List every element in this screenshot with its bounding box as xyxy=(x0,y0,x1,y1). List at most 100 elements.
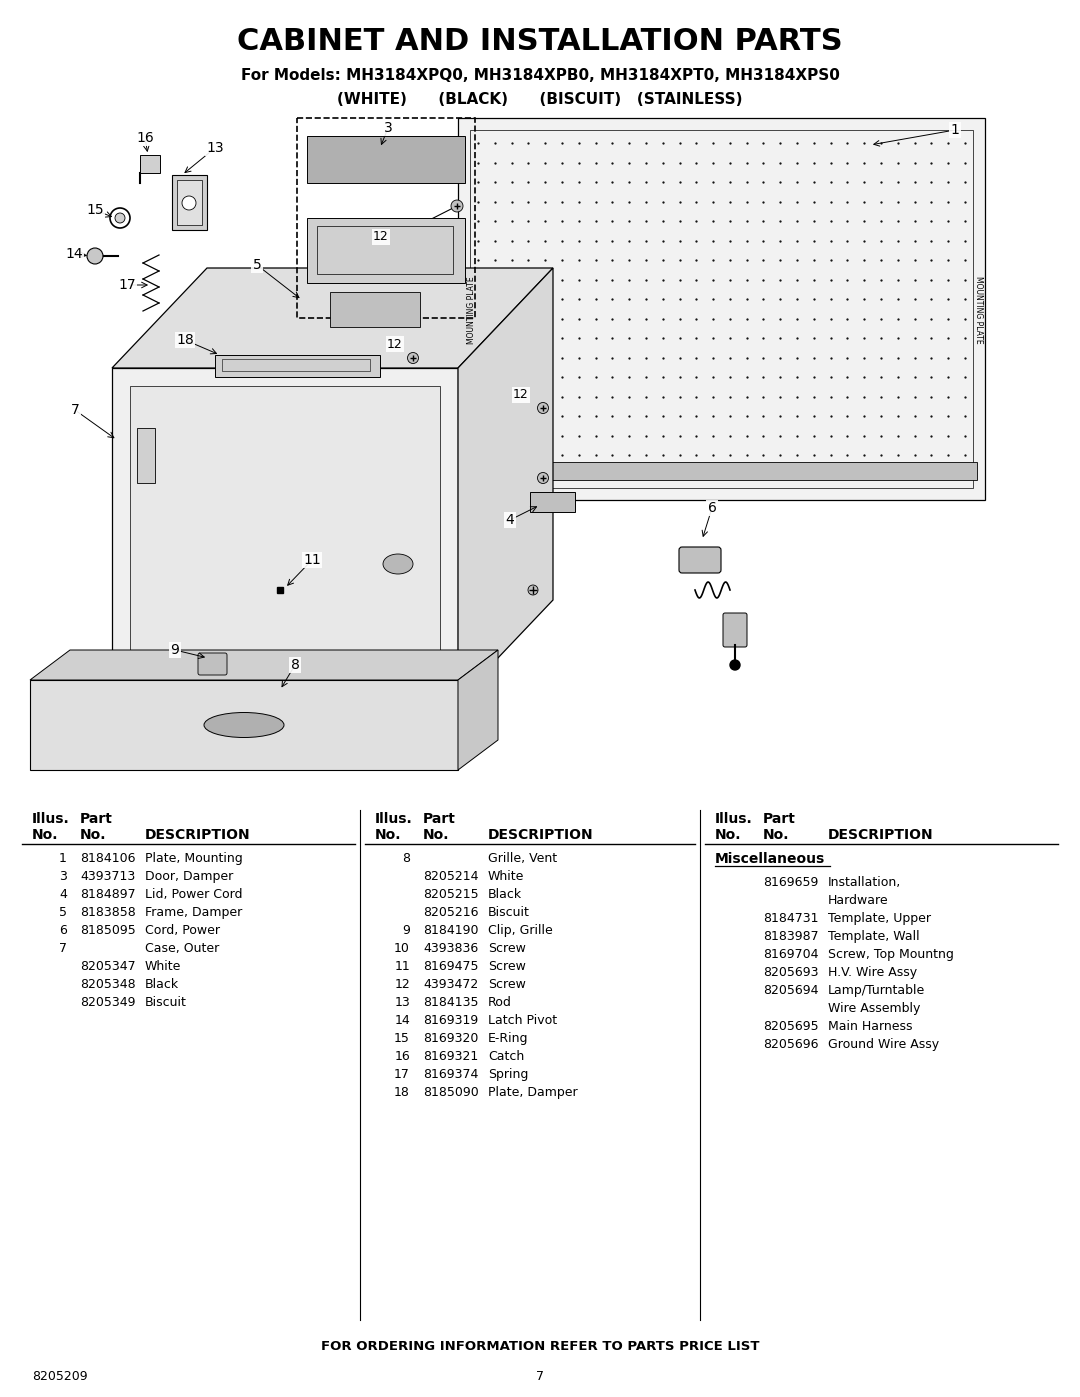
Text: Frame, Damper: Frame, Damper xyxy=(145,907,242,919)
Text: 16: 16 xyxy=(394,1051,410,1063)
Circle shape xyxy=(730,659,740,671)
Text: 8205348: 8205348 xyxy=(80,978,136,990)
Text: For Models: MH3184XPQ0, MH3184XPB0, MH3184XPT0, MH3184XPS0: For Models: MH3184XPQ0, MH3184XPB0, MH31… xyxy=(241,67,839,82)
Text: Screw: Screw xyxy=(488,978,526,990)
Text: 8205209: 8205209 xyxy=(32,1370,87,1383)
Text: 8205216: 8205216 xyxy=(423,907,478,919)
Polygon shape xyxy=(458,117,985,500)
Text: 4393713: 4393713 xyxy=(80,870,135,883)
Text: 12: 12 xyxy=(373,231,389,243)
Text: MOUNTING PLATE: MOUNTING PLATE xyxy=(973,277,983,344)
Text: 15: 15 xyxy=(394,1032,410,1045)
Text: 8205349: 8205349 xyxy=(80,996,135,1009)
Text: 8169321: 8169321 xyxy=(423,1051,478,1063)
Polygon shape xyxy=(30,680,458,770)
Text: 8169659: 8169659 xyxy=(762,876,819,888)
Text: Screw, Top Mountng: Screw, Top Mountng xyxy=(828,949,954,961)
Text: 12: 12 xyxy=(387,338,403,351)
Text: No.: No. xyxy=(423,828,449,842)
Text: Plate, Damper: Plate, Damper xyxy=(488,1085,578,1099)
Circle shape xyxy=(451,200,463,212)
Bar xyxy=(297,117,475,319)
Text: 8184731: 8184731 xyxy=(762,912,819,925)
Text: 8205695: 8205695 xyxy=(762,1020,819,1032)
Text: DESCRIPTION: DESCRIPTION xyxy=(145,828,251,842)
Text: (WHITE)      (BLACK)      (BISCUIT)   (STAINLESS): (WHITE) (BLACK) (BISCUIT) (STAINLESS) xyxy=(337,92,743,108)
Circle shape xyxy=(538,402,549,414)
Text: 3: 3 xyxy=(59,870,67,883)
Text: 8205696: 8205696 xyxy=(762,1038,819,1051)
Text: 8205214: 8205214 xyxy=(423,870,478,883)
Text: 6: 6 xyxy=(707,502,716,515)
Polygon shape xyxy=(458,650,498,770)
Text: 1: 1 xyxy=(59,852,67,865)
Text: Biscuit: Biscuit xyxy=(488,907,530,919)
Text: 8205693: 8205693 xyxy=(762,965,819,979)
Text: 5: 5 xyxy=(253,258,261,272)
Text: Part: Part xyxy=(762,812,796,826)
Text: 4: 4 xyxy=(505,513,514,527)
Text: Template, Wall: Template, Wall xyxy=(828,930,920,943)
Text: 8183858: 8183858 xyxy=(80,907,136,919)
Text: Case, Outer: Case, Outer xyxy=(145,942,219,956)
Text: 17: 17 xyxy=(118,278,136,292)
Bar xyxy=(330,292,420,327)
Text: 5: 5 xyxy=(59,907,67,919)
Text: Black: Black xyxy=(145,978,179,990)
Text: MOUNTING PLATE: MOUNTING PLATE xyxy=(468,277,476,344)
Text: 9: 9 xyxy=(171,643,179,657)
Text: 10: 10 xyxy=(394,942,410,956)
Bar xyxy=(140,155,160,173)
Text: 8205347: 8205347 xyxy=(80,960,136,972)
Text: Cord, Power: Cord, Power xyxy=(145,923,220,937)
Text: Plate, Mounting: Plate, Mounting xyxy=(145,852,243,865)
Text: 18: 18 xyxy=(394,1085,410,1099)
Ellipse shape xyxy=(383,555,413,574)
Text: 14: 14 xyxy=(394,1014,410,1027)
Text: 8169475: 8169475 xyxy=(423,960,478,972)
Text: Illus.: Illus. xyxy=(715,812,753,826)
Text: 7: 7 xyxy=(59,942,67,956)
Text: Latch Pivot: Latch Pivot xyxy=(488,1014,557,1027)
Text: Template, Upper: Template, Upper xyxy=(828,912,931,925)
Bar xyxy=(177,180,202,225)
Text: 18: 18 xyxy=(176,332,194,346)
Text: DESCRIPTION: DESCRIPTION xyxy=(488,828,594,842)
Text: Miscellaneous: Miscellaneous xyxy=(715,852,825,866)
Text: 4393472: 4393472 xyxy=(423,978,478,990)
Bar xyxy=(222,359,370,372)
Text: 11: 11 xyxy=(303,553,321,567)
Text: 4: 4 xyxy=(59,888,67,901)
Text: 8169704: 8169704 xyxy=(762,949,819,961)
Text: Spring: Spring xyxy=(488,1067,528,1081)
Text: Ground Wire Assy: Ground Wire Assy xyxy=(828,1038,940,1051)
Text: 8: 8 xyxy=(402,852,410,865)
Text: 12: 12 xyxy=(394,978,410,990)
Text: No.: No. xyxy=(80,828,107,842)
Bar xyxy=(465,462,977,481)
Text: 8205694: 8205694 xyxy=(762,983,819,997)
Text: No.: No. xyxy=(375,828,402,842)
Text: Rod: Rod xyxy=(488,996,512,1009)
Bar xyxy=(215,355,380,377)
Text: 13: 13 xyxy=(206,141,224,155)
Text: Lid, Power Cord: Lid, Power Cord xyxy=(145,888,243,901)
Text: 7: 7 xyxy=(536,1370,544,1383)
Bar xyxy=(172,175,207,231)
Text: E-Ring: E-Ring xyxy=(488,1032,528,1045)
Text: Screw: Screw xyxy=(488,942,526,956)
Text: 8185095: 8185095 xyxy=(80,923,136,937)
Bar xyxy=(130,386,440,682)
Ellipse shape xyxy=(204,712,284,738)
Text: 13: 13 xyxy=(394,996,410,1009)
Polygon shape xyxy=(307,136,465,183)
Circle shape xyxy=(183,196,195,210)
Polygon shape xyxy=(307,218,465,284)
Circle shape xyxy=(538,472,549,483)
Text: Biscuit: Biscuit xyxy=(145,996,187,1009)
Text: 17: 17 xyxy=(394,1067,410,1081)
Text: Grille, Vent: Grille, Vent xyxy=(488,852,557,865)
Text: 8: 8 xyxy=(291,658,299,672)
Text: 7: 7 xyxy=(70,402,79,416)
Text: Illus.: Illus. xyxy=(32,812,70,826)
